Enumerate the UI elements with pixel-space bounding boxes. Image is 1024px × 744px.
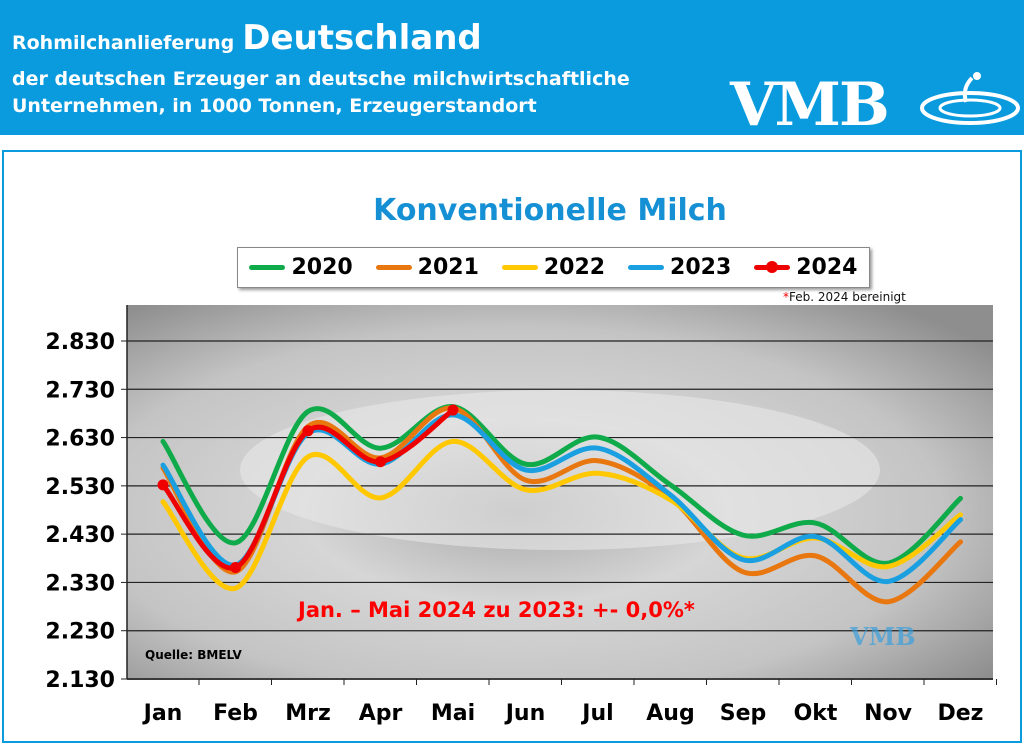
x-tick-label: Sep: [720, 701, 767, 726]
legend-label: 2022: [543, 255, 606, 280]
x-tick-label: Jun: [504, 701, 546, 726]
y-tick-label: 2.230: [45, 620, 115, 645]
data-point-2024: [157, 479, 169, 491]
data-point-2024: [230, 561, 241, 573]
series-line-2020: [160, 404, 963, 566]
x-tick-label: Nov: [864, 701, 913, 726]
legend-swatch: [249, 265, 286, 270]
legend-label: 2023: [670, 255, 732, 280]
legend-swatch: [754, 261, 791, 273]
x-tick-label: Jan: [142, 701, 183, 726]
x-tick-label: Mai: [431, 701, 475, 726]
legend-swatch: [375, 265, 412, 270]
header-title-prefix: Rohmilchanlieferung: [12, 32, 235, 54]
legend-swatch: [501, 265, 538, 270]
legend-swatch: [628, 265, 665, 270]
x-tick-label: Mrz: [285, 701, 331, 726]
plot-background-splash: [240, 390, 880, 550]
y-tick-label: 2.530: [45, 475, 115, 500]
y-tick-label: 2.730: [45, 378, 115, 403]
data-point-2024: [302, 425, 314, 437]
source-label: Quelle: BMELV: [145, 648, 242, 662]
y-tick-label: 2.330: [45, 571, 115, 596]
legend-item-2022: 2022: [501, 255, 606, 280]
x-tick-label: Feb: [213, 701, 258, 726]
y-tick-label: 2.430: [45, 523, 115, 548]
x-tick-label: Apr: [359, 701, 403, 726]
header-title-main: Deutschland: [242, 18, 482, 58]
legend-label: 2020: [291, 255, 353, 280]
x-tick-label: Aug: [646, 701, 694, 726]
header-subtitle-line2: Unternehmen, in 1000 Tonnen, Erzeugersta…: [12, 95, 537, 117]
legend-item-2021: 2021: [375, 255, 479, 280]
chart-legend: 2020 2021 2022 2023 2024: [237, 247, 870, 288]
vmb-logo: VMB: [730, 70, 1020, 140]
header-title: Rohmilchanlieferung Deutschland: [12, 18, 482, 58]
legend-label: 2021: [417, 255, 479, 280]
y-tick-label: 2.130: [45, 668, 115, 693]
x-tick-label: Okt: [794, 701, 838, 726]
header-subtitle-line1: der deutschen Erzeuger an deutsche milch…: [12, 68, 630, 90]
y-tick-label: 2.830: [45, 330, 115, 355]
header-banner: Rohmilchanlieferung Deutschland der deuts…: [0, 0, 1024, 140]
y-tick-label: 2.630: [45, 427, 115, 452]
series-line-2024: [160, 407, 456, 571]
x-tick-label: Dez: [938, 701, 984, 726]
vmb-logo-text: VMB: [730, 70, 890, 140]
header-subtitle: der deutschen Erzeuger an deutsche milch…: [12, 66, 630, 120]
x-tick-label: Jul: [580, 701, 613, 726]
data-point-2024: [375, 456, 386, 468]
legend-item-2020: 2020: [249, 255, 353, 280]
chart-title: Konventionelle Milch: [373, 193, 727, 228]
milk-drop-icon: [920, 72, 1020, 125]
footnote-star: *: [783, 290, 789, 304]
data-point-2024: [447, 404, 459, 416]
legend-item-2024: 2024: [754, 255, 857, 280]
chart-annotation: Jan. – Mai 2024 zu 2023: +- 0,0%*: [298, 598, 695, 622]
vmb-watermark: VMB: [849, 622, 915, 651]
legend-label: 2024: [796, 255, 858, 280]
footnote: *Feb. 2024 bereinigt: [783, 290, 906, 304]
legend-item-2023: 2023: [628, 255, 731, 280]
footnote-text: Feb. 2024 bereinigt: [789, 290, 906, 304]
